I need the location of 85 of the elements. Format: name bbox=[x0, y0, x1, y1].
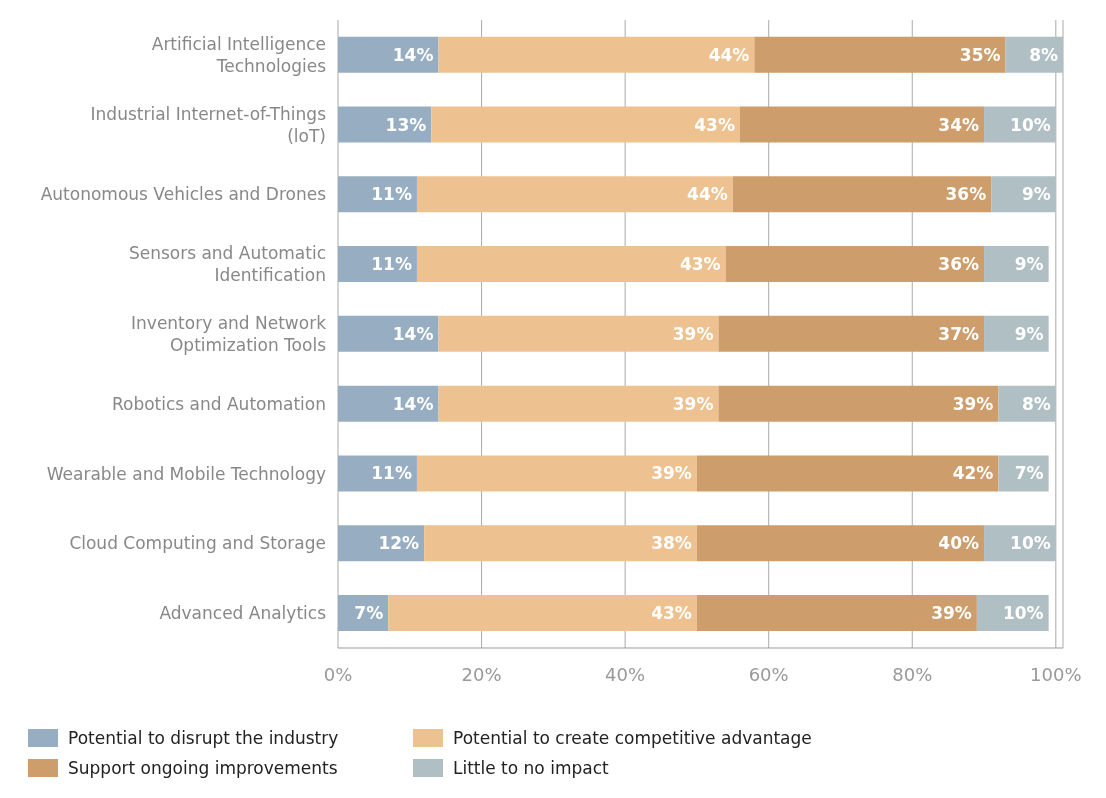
data-label: 44% bbox=[708, 44, 750, 65]
bar bbox=[991, 176, 1056, 213]
bar bbox=[416, 455, 697, 492]
bar bbox=[438, 36, 755, 73]
x-tick-label: 40% bbox=[605, 663, 646, 685]
data-label: 36% bbox=[945, 184, 987, 205]
bar bbox=[696, 594, 977, 631]
data-label: 8% bbox=[1029, 44, 1058, 65]
bar bbox=[388, 594, 697, 631]
data-label: 43% bbox=[651, 603, 692, 623]
legend-label: Potential to disrupt the industry bbox=[68, 728, 339, 748]
bar bbox=[416, 246, 726, 283]
data-label: 39% bbox=[952, 393, 994, 414]
y-tick-label: Cloud Computing and Storage bbox=[69, 533, 326, 554]
y-tick-label: Sensors and Automatic Identification bbox=[128, 243, 326, 286]
bar bbox=[438, 385, 719, 422]
bar bbox=[338, 246, 417, 283]
data-label: 37% bbox=[938, 323, 980, 344]
bar bbox=[696, 455, 999, 492]
data-label: 36% bbox=[938, 254, 980, 275]
bar bbox=[998, 455, 1049, 492]
data-label: 9% bbox=[1014, 323, 1044, 344]
bar bbox=[725, 246, 985, 283]
data-label: 43% bbox=[679, 254, 721, 275]
data-label: 14% bbox=[392, 393, 434, 414]
data-label: 14% bbox=[392, 323, 434, 344]
data-label: 7% bbox=[1014, 463, 1044, 484]
x-tick-label: 60% bbox=[748, 663, 789, 685]
data-label: 38% bbox=[651, 533, 692, 554]
bar bbox=[338, 525, 425, 562]
data-label: 11% bbox=[371, 463, 412, 484]
bar bbox=[431, 106, 740, 143]
bar bbox=[739, 106, 985, 143]
data-label: 10% bbox=[1002, 603, 1044, 623]
bar bbox=[696, 525, 985, 562]
bar bbox=[984, 315, 1049, 352]
data-label: 7% bbox=[354, 603, 384, 623]
bar bbox=[338, 106, 432, 143]
y-tick-label: Inventory and Network Optimization Tools bbox=[131, 313, 327, 355]
y-tick-label: Robotics and Automation bbox=[111, 393, 326, 414]
data-label: 14% bbox=[392, 44, 434, 65]
x-tick-label: 0% bbox=[323, 663, 353, 685]
data-label: 34% bbox=[938, 114, 980, 135]
y-tick-label: Industrial Internet-of-Things (loT) bbox=[90, 103, 327, 146]
data-label: 11% bbox=[371, 254, 412, 275]
legend-label: Little to no impact bbox=[453, 758, 609, 778]
data-label: 10% bbox=[1010, 114, 1051, 135]
bar bbox=[754, 36, 1006, 73]
bar bbox=[732, 176, 992, 213]
bar bbox=[416, 176, 733, 213]
legend-label: Support ongoing improvements bbox=[68, 758, 338, 778]
x-tick-label: 20% bbox=[461, 663, 502, 685]
data-label: 39% bbox=[672, 323, 714, 344]
y-tick-label: Artificial Intelligence Technologies bbox=[151, 33, 327, 76]
data-label: 44% bbox=[687, 184, 728, 205]
x-tick-label: 80% bbox=[892, 663, 933, 685]
data-label: 12% bbox=[378, 533, 420, 554]
bar bbox=[438, 315, 719, 352]
data-label: 8% bbox=[1021, 393, 1051, 414]
bar bbox=[718, 315, 985, 352]
data-label: 35% bbox=[959, 44, 1001, 65]
legend-label: Potential to create competitive advantage bbox=[453, 728, 812, 748]
data-label: 10% bbox=[1010, 533, 1051, 554]
y-tick-label: Wearable and Mobile Technology bbox=[46, 463, 326, 484]
data-label: 40% bbox=[938, 533, 980, 554]
data-label: 39% bbox=[672, 393, 714, 414]
bar bbox=[718, 385, 999, 422]
data-label: 42% bbox=[952, 463, 994, 484]
data-label: 9% bbox=[1014, 254, 1044, 275]
x-tick-label: 100% bbox=[1030, 663, 1082, 685]
y-tick-label: Autonomous Vehicles and Drones bbox=[40, 184, 327, 205]
bar bbox=[984, 246, 1049, 283]
bar bbox=[424, 525, 697, 562]
bar bbox=[338, 385, 439, 422]
data-label: 43% bbox=[694, 114, 735, 135]
data-label: 39% bbox=[651, 463, 692, 484]
y-tick-label: Advanced Analytics bbox=[159, 603, 327, 624]
data-label: 13% bbox=[385, 114, 427, 135]
bar bbox=[338, 455, 417, 492]
bar bbox=[338, 36, 439, 73]
bar bbox=[338, 315, 439, 352]
bar bbox=[338, 176, 417, 213]
data-label: 39% bbox=[931, 603, 972, 623]
data-label: 11% bbox=[371, 184, 412, 205]
data-label: 9% bbox=[1021, 184, 1051, 205]
